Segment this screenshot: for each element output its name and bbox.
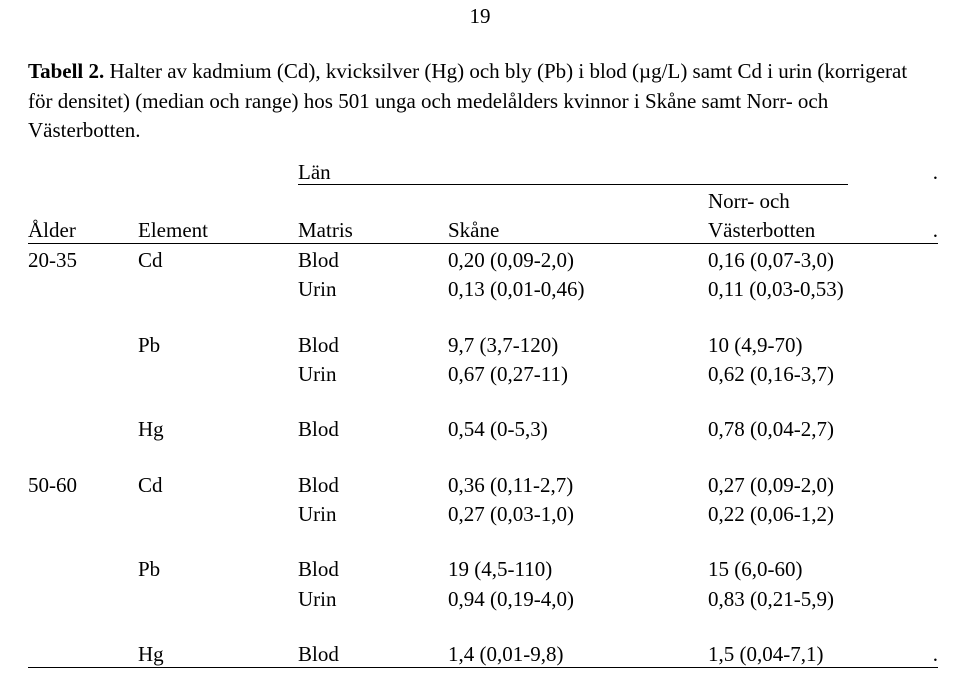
matris-blod: Blod bbox=[298, 557, 339, 581]
matris-blod: Blod bbox=[298, 642, 339, 666]
value-vasterbotten: 10 (4,9-70) bbox=[708, 333, 802, 357]
page: 19 Tabell 2. Halter av kadmium (Cd), kvi… bbox=[0, 0, 960, 686]
table-row: Urin 0,13 (0,01-0,46) 0,11 (0,03-0,53) bbox=[28, 275, 938, 304]
table-row: Urin 0,27 (0,03-1,0) 0,22 (0,06-1,2) bbox=[28, 500, 938, 529]
value-skane: 0,13 (0,01-0,46) bbox=[448, 277, 584, 301]
value-skane: 0,20 (0,09-2,0) bbox=[448, 248, 574, 272]
matris-urin: Urin bbox=[298, 277, 337, 301]
matris-blod: Blod bbox=[298, 333, 339, 357]
last-period: . bbox=[933, 640, 938, 669]
matris-blod: Blod bbox=[298, 417, 339, 441]
table-caption: Tabell 2. Halter av kadmium (Cd), kvicks… bbox=[28, 57, 932, 145]
matris-blod: Blod bbox=[298, 473, 339, 497]
value-vasterbotten: 0,22 (0,06-1,2) bbox=[708, 502, 834, 526]
header-row: Ålder Element Matris Skåne Västerbotten. bbox=[28, 216, 938, 245]
header-period: . bbox=[933, 216, 938, 245]
matris-urin: Urin bbox=[298, 502, 337, 526]
header-matris: Matris bbox=[298, 218, 353, 242]
value-vasterbotten: 0,27 (0,09-2,0) bbox=[708, 473, 834, 497]
header-alder: Ålder bbox=[28, 218, 76, 242]
element-pb: Pb bbox=[138, 557, 160, 581]
caption-text: Halter av kadmium (Cd), kvicksilver (Hg)… bbox=[28, 59, 907, 142]
lan-label: Län bbox=[298, 160, 331, 184]
lan-underline bbox=[298, 184, 848, 185]
value-vasterbotten: 0,11 (0,03-0,53) bbox=[708, 277, 844, 301]
age-20-35: 20-35 bbox=[28, 248, 77, 272]
header-norr-bot: Västerbotten bbox=[708, 218, 815, 242]
table-row: Urin 0,67 (0,27-11) 0,62 (0,16-3,7) bbox=[28, 360, 938, 389]
value-vasterbotten: 1,5 (0,04-7,1) bbox=[708, 642, 823, 666]
value-vasterbotten: 0,83 (0,21-5,9) bbox=[708, 587, 834, 611]
value-vasterbotten: 0,62 (0,16-3,7) bbox=[708, 362, 834, 386]
spacer bbox=[28, 614, 938, 640]
element-pb: Pb bbox=[138, 333, 160, 357]
value-skane: 0,54 (0-5,3) bbox=[448, 417, 548, 441]
value-vasterbotten: 0,16 (0,07-3,0) bbox=[708, 248, 834, 272]
header-top-row: Norr- och bbox=[28, 187, 938, 216]
value-skane: 1,4 (0,01-9,8) bbox=[448, 642, 563, 666]
table-row: Hg Blod 1,4 (0,01-9,8) 1,5 (0,04-7,1). bbox=[28, 640, 938, 669]
spacer bbox=[28, 445, 938, 471]
value-skane: 9,7 (3,7-120) bbox=[448, 333, 558, 357]
header-norr-top: Norr- och bbox=[708, 189, 790, 213]
element-hg: Hg bbox=[138, 642, 164, 666]
value-skane: 0,27 (0,03-1,0) bbox=[448, 502, 574, 526]
lan-period: . bbox=[933, 160, 938, 184]
element-cd: Cd bbox=[138, 473, 163, 497]
caption-bold: Tabell 2. bbox=[28, 59, 104, 83]
value-skane: 0,94 (0,19-4,0) bbox=[448, 587, 574, 611]
spacer bbox=[28, 305, 938, 331]
table-row: Pb Blod 19 (4,5-110) 15 (6,0-60) bbox=[28, 555, 938, 584]
table-row: Urin 0,94 (0,19-4,0) 0,83 (0,21-5,9) bbox=[28, 585, 938, 614]
matris-urin: Urin bbox=[298, 362, 337, 386]
spacer bbox=[28, 389, 938, 415]
value-vasterbotten: 15 (6,0-60) bbox=[708, 557, 802, 581]
table-row: Hg Blod 0,54 (0-5,3) 0,78 (0,04-2,7) bbox=[28, 415, 938, 444]
header-element: Element bbox=[138, 218, 208, 242]
value-vasterbotten: 0,78 (0,04-2,7) bbox=[708, 417, 834, 441]
value-skane: 0,67 (0,27-11) bbox=[448, 362, 568, 386]
table-row: Pb Blod 9,7 (3,7-120) 10 (4,9-70) bbox=[28, 331, 938, 360]
header-skane: Skåne bbox=[448, 218, 499, 242]
value-skane: 19 (4,5-110) bbox=[448, 557, 552, 581]
element-cd: Cd bbox=[138, 248, 163, 272]
matris-blod: Blod bbox=[298, 248, 339, 272]
value-skane: 0,36 (0,11-2,7) bbox=[448, 473, 573, 497]
spacer bbox=[28, 529, 938, 555]
data-table: Län . Norr- och Ålder Element Matris Skå… bbox=[28, 158, 938, 670]
table-row: 20-35 Cd Blod 0,20 (0,09-2,0) 0,16 (0,07… bbox=[28, 246, 938, 275]
page-number: 19 bbox=[0, 0, 960, 31]
matris-urin: Urin bbox=[298, 587, 337, 611]
element-hg: Hg bbox=[138, 417, 164, 441]
age-50-60: 50-60 bbox=[28, 473, 77, 497]
lan-row: Län . bbox=[28, 158, 938, 187]
table-row: 50-60 Cd Blod 0,36 (0,11-2,7) 0,27 (0,09… bbox=[28, 471, 938, 500]
